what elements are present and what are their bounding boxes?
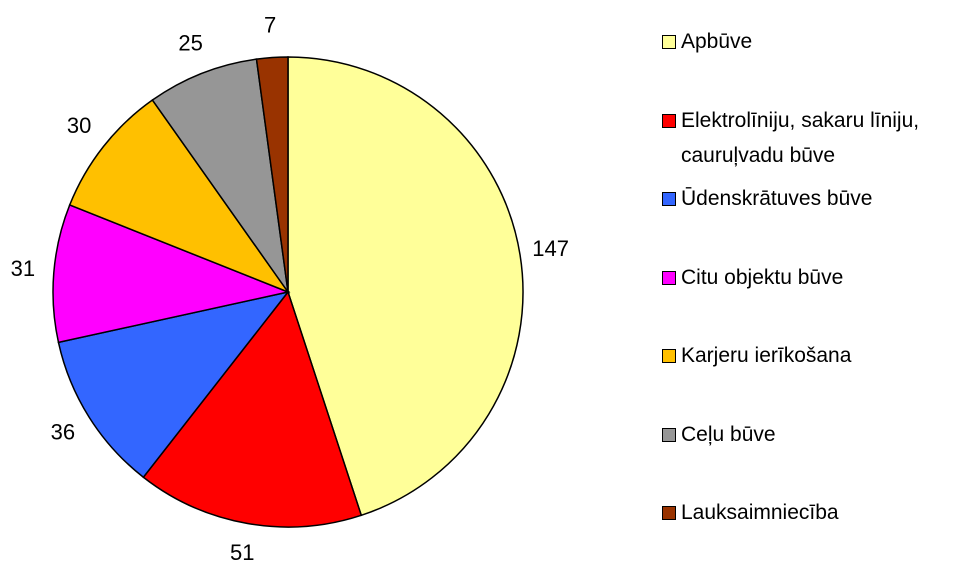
legend-item: Karjeru ierīkošana <box>662 338 941 373</box>
legend-label: Karjeru ierīkošana <box>681 344 852 367</box>
legend-label: Ūdenskrātuves būve <box>681 187 873 210</box>
legend-label: Apbūve <box>681 30 753 53</box>
legend-item: Ūdenskrātuves būve <box>662 181 941 216</box>
pie-slice <box>142 290 363 528</box>
legend-item: Ceļu būve <box>662 417 941 452</box>
pie-slice <box>287 56 524 517</box>
legend-label: Citu objektu būve <box>681 265 844 289</box>
legend-swatch <box>662 427 676 442</box>
legend-swatch <box>662 113 676 128</box>
pie-slice <box>57 290 290 479</box>
pie-slice <box>151 58 289 293</box>
legend-swatch <box>662 270 676 285</box>
data-label: 25 <box>178 30 202 55</box>
legend-item: Apbūve <box>662 24 941 59</box>
legend-swatch <box>662 506 676 520</box>
data-label: 31 <box>11 256 35 281</box>
legend-label: Elektrolīniju, sakaru līniju, cauruļvadu… <box>681 108 920 167</box>
legend-item: Elektrolīniju, sakaru līniju, cauruļvadu… <box>662 103 941 173</box>
legend-item: Lauksaimniecība <box>662 495 941 530</box>
pie-slice <box>68 98 291 294</box>
data-label: 51 <box>230 540 254 562</box>
legend-label: Lauksaimniecība <box>681 501 839 524</box>
pie-slice <box>255 56 289 293</box>
legend-item: Citu objektu būve <box>662 260 941 295</box>
data-label: 30 <box>67 113 91 138</box>
legend-swatch <box>662 192 676 206</box>
pie-slice <box>52 203 291 344</box>
legend-swatch <box>662 35 676 49</box>
data-label: 147 <box>532 236 569 261</box>
legend-swatch <box>662 349 676 363</box>
data-label: 36 <box>51 420 75 445</box>
data-label: 7 <box>264 12 276 37</box>
legend-label: Ceļu būve <box>681 422 776 446</box>
